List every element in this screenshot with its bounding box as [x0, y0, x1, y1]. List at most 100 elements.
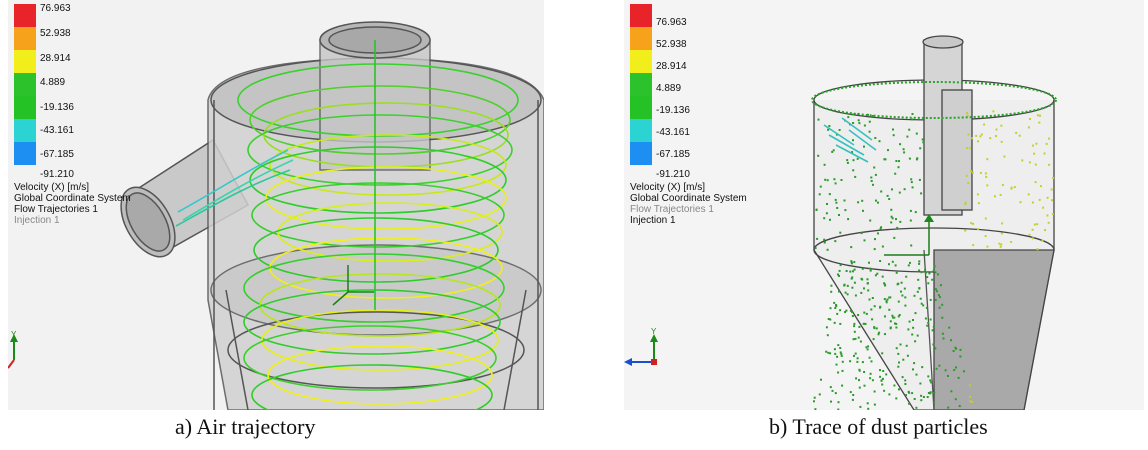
dust-particle — [840, 354, 843, 357]
dust-particle — [977, 140, 980, 143]
dust-particle — [898, 191, 901, 194]
dust-particle — [999, 245, 1002, 248]
dust-particle — [891, 260, 894, 263]
dust-particle — [898, 361, 900, 364]
dust-particle — [899, 220, 902, 223]
dust-particle — [849, 309, 852, 312]
dust-particle — [925, 306, 928, 309]
dust-particle — [866, 402, 869, 405]
dust-particle — [941, 303, 944, 306]
dust-particle — [826, 203, 828, 205]
legend-tick: -91.210 — [656, 169, 690, 180]
dust-particle — [905, 344, 908, 347]
dust-particle — [893, 384, 896, 387]
dust-particle — [823, 163, 826, 166]
dust-particle — [815, 208, 818, 211]
dust-particle — [897, 315, 900, 318]
dust-particle — [843, 284, 846, 287]
cyclone-dust-scene — [811, 35, 1057, 410]
dust-particle — [862, 209, 864, 212]
dust-particle — [849, 360, 852, 363]
dust-particle — [868, 356, 871, 359]
dust-particle — [969, 147, 972, 150]
dust-particle — [984, 235, 987, 238]
dust-particle — [1029, 118, 1031, 120]
dust-particle — [852, 139, 854, 142]
dust-particle — [836, 207, 839, 209]
swatch-yellow — [14, 50, 36, 73]
dust-particle — [892, 128, 894, 131]
dust-particle — [1034, 163, 1037, 166]
dust-particle — [858, 379, 860, 382]
dust-particle — [908, 320, 911, 323]
dust-particle — [867, 407, 870, 410]
dust-particle — [874, 137, 877, 139]
dust-particle — [814, 247, 817, 250]
coordinate-system-label: Global Coordinate System — [630, 193, 747, 204]
dust-particle — [853, 325, 856, 328]
dust-particle — [879, 375, 882, 378]
dust-particle — [887, 149, 889, 152]
dust-particle — [1010, 186, 1013, 189]
dust-particle — [929, 298, 932, 301]
dust-particle — [902, 148, 905, 151]
dust-particle — [1000, 124, 1003, 127]
dust-particle — [843, 199, 846, 202]
dust-particle — [870, 360, 873, 363]
dust-particle — [929, 392, 932, 395]
dust-particle — [889, 327, 892, 330]
dust-particle — [829, 386, 832, 389]
dust-particle — [881, 377, 884, 380]
dust-particle — [931, 329, 934, 332]
dust-particle — [834, 198, 837, 201]
dust-particle — [970, 222, 973, 225]
dust-particle — [874, 173, 877, 176]
dust-particle — [825, 212, 828, 215]
dust-particle — [867, 289, 870, 292]
dust-particle — [969, 400, 972, 403]
dust-particle — [894, 172, 897, 175]
dust-particle — [1019, 201, 1022, 204]
dust-particle — [841, 369, 844, 372]
dust-particle — [839, 347, 842, 349]
dust-particle — [995, 128, 998, 131]
dust-particle — [816, 237, 819, 240]
dust-particle — [971, 171, 974, 174]
dust-particle — [837, 273, 839, 276]
dust-particle — [880, 379, 883, 382]
dust-particle — [904, 379, 907, 382]
legend-info: Velocity (X) [m/s] Global Coordinate Sys… — [630, 182, 747, 226]
dust-particle — [916, 157, 919, 160]
air-trajectory-panel: 76.963 52.938 28.914 4.889 -19.136 -43.1… — [8, 0, 544, 410]
dust-particle — [869, 377, 872, 380]
legend-tick: 52.938 — [40, 28, 71, 39]
dust-particle — [1047, 221, 1050, 224]
dust-particle — [869, 219, 872, 222]
dust-particle — [891, 188, 893, 191]
color-legend: 76.963 52.938 28.914 4.889 -19.136 -43.1… — [14, 4, 184, 234]
dust-particle — [1050, 188, 1053, 191]
dust-particle — [918, 178, 921, 181]
dust-particle — [915, 158, 918, 161]
dust-particle — [857, 336, 860, 339]
dust-particle — [890, 208, 893, 211]
dust-particle — [895, 271, 898, 274]
dust-particle — [845, 309, 848, 312]
dust-particle — [892, 134, 895, 137]
dust-particle — [849, 270, 852, 273]
dust-particle — [892, 316, 894, 319]
dust-particle — [879, 306, 881, 309]
dust-particle — [1015, 131, 1018, 134]
parameter-label: Velocity (X) [m/s] — [14, 182, 90, 193]
dust-particle — [833, 178, 836, 181]
dust-particle — [867, 113, 869, 116]
dust-particle — [894, 264, 897, 267]
dust-particle — [853, 261, 856, 264]
dust-particle — [971, 400, 974, 403]
swatch-red — [630, 4, 652, 27]
dust-particle — [938, 364, 941, 367]
dust-particle — [972, 222, 975, 225]
dust-particle — [853, 281, 856, 284]
legend-tick: -43.161 — [656, 127, 690, 138]
dust-particle — [861, 199, 864, 202]
